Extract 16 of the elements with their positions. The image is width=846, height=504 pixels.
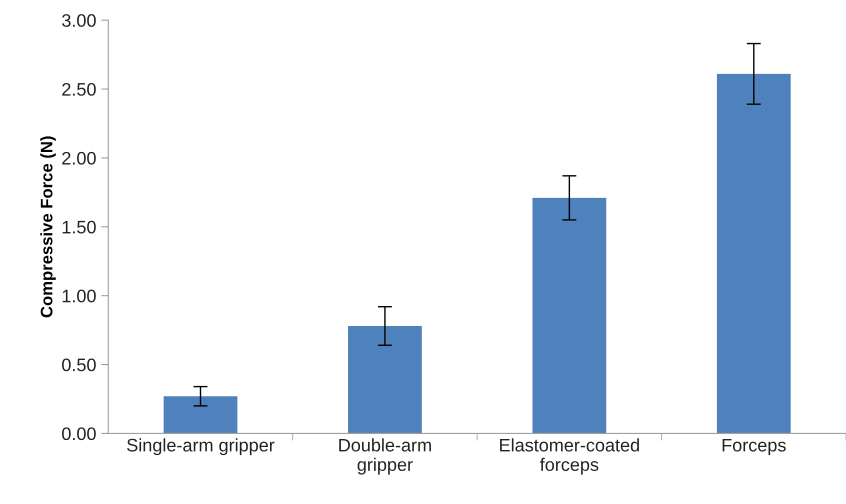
bar: [164, 396, 238, 434]
x-tick-label: Double-arm gripper: [339, 438, 431, 475]
y-tick-label: 2.00: [62, 152, 96, 165]
bar: [348, 326, 422, 434]
y-tick-label: 1.00: [62, 290, 96, 302]
x-tick-label: Elastomer-coated forceps: [500, 438, 639, 475]
y-tick-label: 0.50: [62, 358, 96, 372]
bar: [716, 74, 791, 434]
y-tick-label: 1.50: [62, 220, 96, 234]
y-tick-label: 3.00: [62, 14, 96, 27]
y-tick-label: 0.00: [62, 427, 96, 440]
x-tick-label: Forceps: [722, 438, 786, 456]
bar: [532, 198, 606, 434]
x-tick-label: Single-arm gripper: [127, 438, 274, 456]
y-axis-title: Compressive Force (N): [40, 136, 56, 318]
y-tick-label: 2.50: [62, 82, 96, 96]
